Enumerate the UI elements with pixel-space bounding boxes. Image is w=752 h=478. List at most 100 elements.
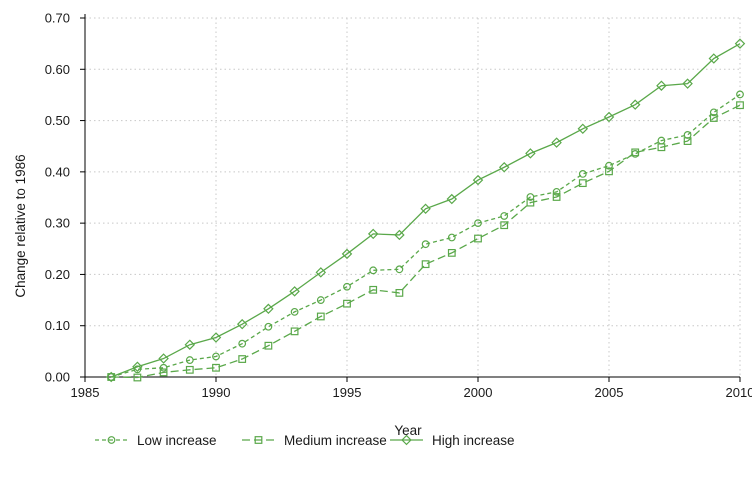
data-point-medium-increase [264,341,273,350]
data-point-high-increase [158,353,169,364]
series-high-increase [105,38,746,383]
series-low-increase [107,90,744,381]
data-point-medium-increase [238,355,247,363]
data-point-high-increase [263,303,274,315]
data-point-medium-increase [159,368,168,377]
x-tick-label: 1995 [333,385,362,400]
data-point-medium-increase [316,312,325,321]
y-tick-label: 0.30 [45,216,70,231]
data-point-high-increase [498,161,510,173]
x-tick-label: 1985 [71,385,100,400]
data-point-high-increase [289,286,300,297]
data-point-medium-increase [290,327,299,336]
data-point-high-increase [656,80,667,91]
grid-lines [84,17,741,378]
data-point-medium-increase [447,248,456,257]
data-point-high-increase [577,123,589,135]
legend: Low increase Medium increase High increase [95,433,515,448]
data-point-low-increase [238,339,247,348]
y-tick-label: 0.70 [45,11,70,26]
data-point-low-increase [526,193,535,201]
data-point-medium-increase [552,193,561,201]
legend-label-low-increase: Low increase [137,433,217,448]
data-point-high-increase [603,111,615,123]
legend-item-low-increase: Low increase [95,433,217,448]
data-point-medium-increase [605,167,613,176]
y-tick-label: 0.60 [45,62,70,77]
y-tick-label: 0.50 [45,113,70,128]
series-line-high-increase [110,43,741,378]
data-point-high-increase [341,248,353,260]
legend-label-high-increase: High increase [432,433,515,448]
data-point-high-increase [105,371,117,383]
data-point-high-increase [734,38,746,49]
data-point-medium-increase [133,373,142,382]
data-point-high-increase [472,174,484,186]
data-point-high-increase [394,229,405,241]
data-point-low-increase [159,363,168,372]
data-point-low-increase [290,307,299,316]
data-point-medium-increase [395,288,404,297]
data-point-low-increase [552,187,561,196]
data-point-medium-increase [500,221,509,230]
data-point-low-increase [264,322,273,331]
data-point-low-increase [369,266,378,275]
data-point-medium-increase [107,373,116,381]
legend-item-high-increase: High increase [390,433,515,448]
data-point-low-increase [343,282,351,291]
data-point-medium-increase [709,114,718,122]
data-point-medium-increase [421,260,430,269]
data-point-high-increase [682,78,693,89]
data-point-medium-increase [474,234,482,243]
x-tick-label: 2000 [464,385,493,400]
data-point-high-increase [367,228,379,240]
data-point-high-increase [210,332,222,343]
y-axis-title: Change relative to 1986 [13,154,28,297]
data-point-high-increase [525,148,536,159]
series-line-low-increase [111,93,741,378]
data-point-medium-increase [526,198,535,207]
data-point-medium-increase [736,101,744,110]
data-point-high-increase [551,137,562,148]
data-point-high-increase [184,339,196,350]
data-point-high-increase [132,361,143,372]
data-point-medium-increase [212,363,220,372]
data-point-low-increase [395,265,404,274]
data-point-low-increase [421,240,430,249]
data-point-high-increase [708,53,720,64]
data-point-medium-increase [683,137,692,145]
data-point-medium-increase [185,365,194,374]
data-point-low-increase [578,170,587,178]
data-point-low-increase [736,90,744,99]
x-axis-title: Year [394,423,422,438]
data-point-medium-increase [343,299,351,308]
legend-marker-medium-increase [254,436,263,444]
axes: 0.00 0.10 0.20 0.30 0.40 0.50 0.60 0.70 1985 1990… [45,11,752,401]
y-tick-label: 0.00 [45,370,70,385]
data-point-high-increase [420,203,431,215]
data-point-medium-increase [631,148,640,157]
data-point-high-increase [446,193,458,205]
data-point-low-increase [316,296,325,304]
legend-marker-high-increase [401,434,412,446]
data-point-high-increase [236,318,248,330]
legend-item-medium-increase: Medium increase [242,433,387,448]
y-tick-label: 0.40 [45,164,70,179]
legend-label-medium-increase: Medium increase [284,433,387,448]
x-tick-label: 1990 [202,385,231,400]
data-point-low-increase [709,108,718,117]
y-tick-label: 0.10 [45,318,70,333]
legend-marker-low-increase [107,436,116,444]
series-medium-increase [107,101,744,382]
data-point-low-increase [212,352,220,361]
y-tick-label: 0.20 [45,267,70,282]
x-tick-label: 2010 [726,385,752,400]
series-lines [105,38,746,383]
x-tick-label: 2005 [595,385,624,400]
data-point-medium-increase [578,179,587,188]
data-point-medium-increase [657,143,666,152]
data-point-low-increase [500,212,509,220]
data-point-high-increase [629,99,641,110]
